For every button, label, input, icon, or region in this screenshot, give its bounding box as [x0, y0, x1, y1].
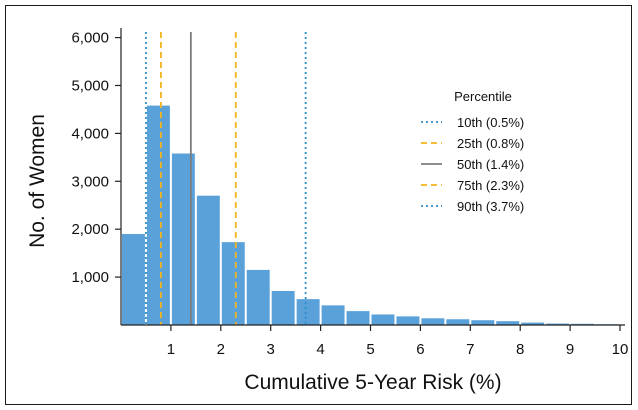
histogram-bar	[146, 105, 170, 325]
legend-entry-label: 10th (0.5%)	[457, 115, 524, 130]
legend-entry-label: 75th (2.3%)	[457, 178, 524, 193]
legend-entry-label: 25th (0.8%)	[457, 136, 524, 151]
legend-entry-label: 90th (3.7%)	[457, 199, 524, 214]
legend-entries: 10th (0.5%) 25th (0.8%) 50th (1.4%) 75th (2…	[421, 115, 524, 214]
figure-frame	[5, 5, 632, 405]
y-tick-label: 4,000	[71, 125, 109, 142]
histogram-bar	[521, 322, 545, 325]
y-tick-label: 1,000	[71, 269, 109, 286]
histogram-bar	[321, 305, 345, 325]
histogram-bar	[271, 290, 295, 325]
histogram-bar	[396, 316, 420, 325]
x-tick-label: 5	[366, 341, 374, 358]
y-tick-label: 2,000	[71, 221, 109, 238]
x-tick-label: 7	[466, 341, 474, 358]
histogram-bar	[171, 153, 195, 325]
histogram-bar	[471, 320, 495, 325]
histogram-bar	[296, 299, 320, 325]
bars-layer	[122, 105, 620, 325]
histogram-bar	[421, 318, 445, 325]
x-tick-label: 4	[316, 341, 324, 358]
x-tick-label: 6	[416, 341, 424, 358]
y-tick-label: 6,000	[71, 30, 109, 47]
histogram-bar	[371, 314, 395, 325]
histogram-bar	[196, 195, 220, 325]
histogram-bar	[346, 311, 370, 325]
x-tick-label: 1	[167, 341, 175, 358]
histogram-bar	[246, 269, 270, 325]
histogram-bar	[546, 323, 570, 325]
axes-layer	[120, 28, 625, 326]
histogram-bar	[446, 319, 470, 325]
x-tick-label: 10	[612, 341, 629, 358]
histogram-bar	[496, 321, 520, 325]
x-tick-label: 8	[516, 341, 524, 358]
histogram-bar	[122, 233, 145, 325]
y-axis-title: No. of Women	[26, 114, 49, 248]
y-tick-label: 5,000	[71, 77, 109, 94]
legend-title: Percentile	[454, 89, 512, 104]
y-tick-label: 3,000	[71, 173, 109, 190]
legend: Percentile 10th (0.5%) 25th (0.8%) 50th (1…	[421, 89, 524, 214]
percentile-lines-layer	[145, 32, 307, 325]
histogram-bar	[221, 242, 245, 325]
ticks-layer: 1 2 3 4 5 6 7 8 9 10 1,000 2,000 3,000 4,000 5,000 6,00…	[71, 30, 628, 358]
x-tick-label: 2	[217, 341, 225, 358]
x-axis-title: Cumulative 5-Year Risk (%)	[244, 371, 501, 394]
x-tick-label: 3	[267, 341, 275, 358]
x-tick-label: 9	[566, 341, 574, 358]
legend-entry-label: 50th (1.4%)	[457, 157, 524, 172]
